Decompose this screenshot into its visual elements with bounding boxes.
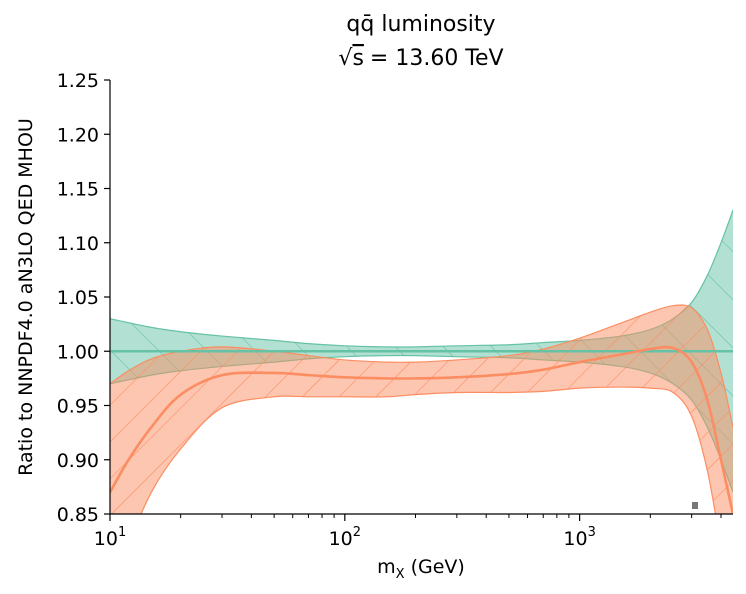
x-tick-label-1: 102 — [329, 525, 361, 550]
band-lower-edge-1 — [140, 386, 717, 514]
band-hatch-1 — [110, 305, 733, 514]
y-tick-label-0: 0.85 — [57, 504, 99, 526]
y-tick-label-1: 0.90 — [57, 450, 99, 472]
y-tick-label-7: 1.20 — [57, 124, 99, 146]
central-lines-layer — [110, 345, 733, 514]
y-tick-label-4: 1.05 — [57, 287, 99, 309]
y-tick-label-6: 1.15 — [57, 179, 99, 201]
y-tick-label-8: 1.25 — [57, 70, 99, 92]
band-upper-edge-0 — [110, 209, 733, 348]
chart-subtitle: √s = 13.60 TeV — [338, 46, 503, 71]
band-upper-edge-1 — [110, 304, 733, 428]
y-tick-label-2: 0.95 — [57, 396, 99, 418]
y-tick-label-3: 1.00 — [57, 341, 99, 363]
subtitle-var: s — [352, 46, 363, 71]
central-line-1 — [110, 345, 733, 514]
y-ticks: 0.85 0.90 0.95 1.00 1.05 1.10 1.15 1.20 1.25 — [57, 70, 110, 526]
marker-square — [692, 502, 698, 509]
sqrt-symbol: √ — [338, 46, 353, 71]
bands-layer — [110, 209, 733, 514]
chart-title: qq̄ luminosity — [346, 12, 495, 37]
x-axis-label: mX (GeV) — [377, 556, 465, 582]
y-tick-label-5: 1.10 — [57, 233, 99, 255]
y-axis-label: Ratio to NNPDF4.0 aN3LO QED MHOU — [15, 118, 37, 476]
x-tick-label-2: 103 — [563, 525, 595, 550]
x-ticks: 101 102 103 — [94, 514, 596, 550]
x-minor-ticks — [180, 514, 722, 518]
x-tick-label-0: 101 — [94, 525, 126, 550]
subtitle-value: = 13.60 TeV — [370, 46, 504, 71]
